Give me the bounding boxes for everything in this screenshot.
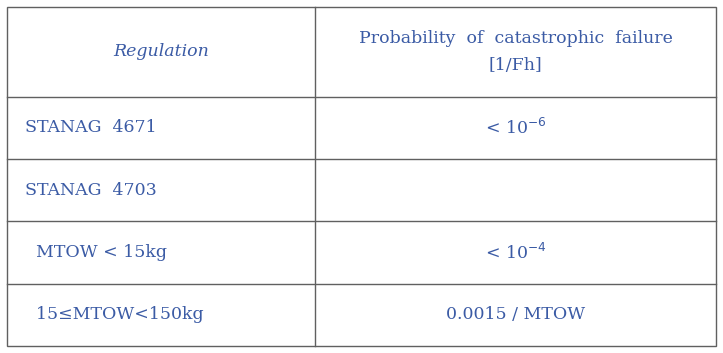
Text: 0.0015 / MTOW: 0.0015 / MTOW — [446, 306, 585, 323]
Text: Regulation: Regulation — [114, 43, 209, 60]
Text: 15≤MTOW<150kg: 15≤MTOW<150kg — [25, 306, 204, 323]
Text: STANAG  4703: STANAG 4703 — [25, 182, 157, 199]
Text: MTOW < 15kg: MTOW < 15kg — [25, 244, 167, 261]
Text: < 10$^{-4}$: < 10$^{-4}$ — [485, 243, 547, 263]
Text: < 10$^{-6}$: < 10$^{-6}$ — [485, 118, 547, 138]
Text: STANAG  4671: STANAG 4671 — [25, 120, 157, 137]
Text: Probability  of  catastrophic  failure: Probability of catastrophic failure — [359, 30, 672, 47]
Text: [1/Fh]: [1/Fh] — [489, 57, 542, 74]
